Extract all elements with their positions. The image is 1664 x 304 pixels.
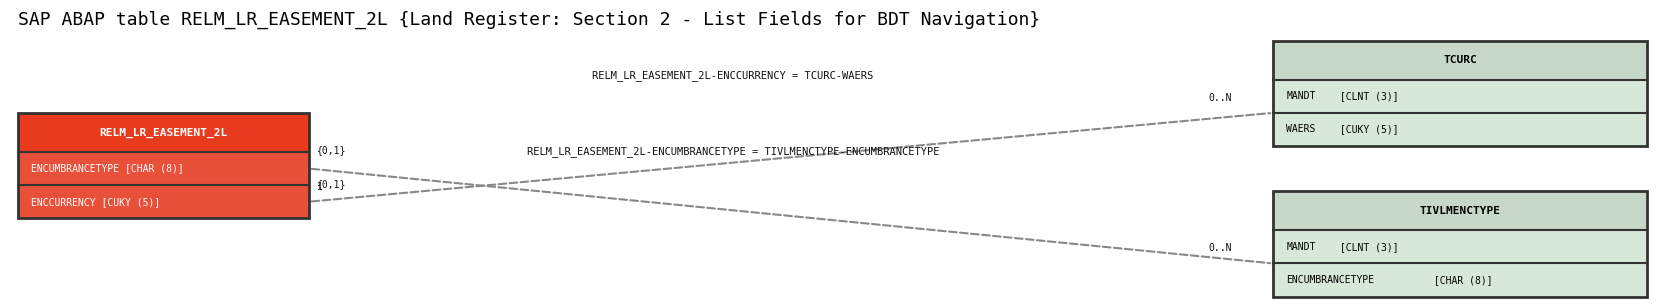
Text: ENCUMBRANCETYPE: ENCUMBRANCETYPE	[1286, 275, 1373, 285]
Text: ENCUMBRANCETYPE [CHAR (8)]: ENCUMBRANCETYPE [CHAR (8)]	[32, 164, 185, 174]
Text: 1: 1	[318, 182, 323, 192]
Text: MANDT: MANDT	[1286, 91, 1315, 101]
Text: 0..N: 0..N	[1206, 93, 1231, 103]
Text: SAP ABAP table RELM_LR_EASEMENT_2L {Land Register: Section 2 - List Fields for B: SAP ABAP table RELM_LR_EASEMENT_2L {Land…	[18, 10, 1040, 29]
Bar	[1273, 230, 1646, 264]
Bar	[1273, 113, 1646, 146]
Bar	[18, 113, 310, 218]
Text: RELM_LR_EASEMENT_2L-ENCUMBRANCETYPE = TIVLMENCTYPE-ENCUMBRANCETYPE: RELM_LR_EASEMENT_2L-ENCUMBRANCETYPE = TI…	[526, 147, 938, 157]
Text: [CHAR (8)]: [CHAR (8)]	[1428, 275, 1493, 285]
Text: WAERS: WAERS	[1286, 124, 1315, 134]
Text: [CLNT (3)]: [CLNT (3)]	[1333, 91, 1398, 101]
Text: RELM_LR_EASEMENT_2L-ENCCURRENCY = TCURC-WAERS: RELM_LR_EASEMENT_2L-ENCCURRENCY = TCURC-…	[592, 70, 874, 81]
Text: TCURC: TCURC	[1443, 55, 1476, 65]
Bar	[1273, 191, 1646, 297]
Bar	[18, 152, 310, 185]
Bar	[1273, 191, 1646, 230]
Text: [CUKY (5)]: [CUKY (5)]	[1333, 124, 1398, 134]
Bar	[18, 185, 310, 218]
Text: RELM_LR_EASEMENT_2L: RELM_LR_EASEMENT_2L	[100, 127, 228, 137]
Text: MANDT: MANDT	[1286, 242, 1315, 252]
Text: TIVLMENCTYPE: TIVLMENCTYPE	[1419, 206, 1499, 216]
Text: {0,1}: {0,1}	[318, 146, 346, 155]
Text: [CLNT (3)]: [CLNT (3)]	[1333, 242, 1398, 252]
Text: ENCCURRENCY [CUKY (5)]: ENCCURRENCY [CUKY (5)]	[32, 197, 160, 207]
Bar	[18, 113, 310, 152]
Text: {0,1}: {0,1}	[318, 179, 346, 188]
Bar	[1273, 80, 1646, 113]
Bar	[1273, 264, 1646, 297]
Text: 0..N: 0..N	[1206, 244, 1231, 254]
Bar	[1273, 40, 1646, 80]
Bar	[1273, 40, 1646, 146]
